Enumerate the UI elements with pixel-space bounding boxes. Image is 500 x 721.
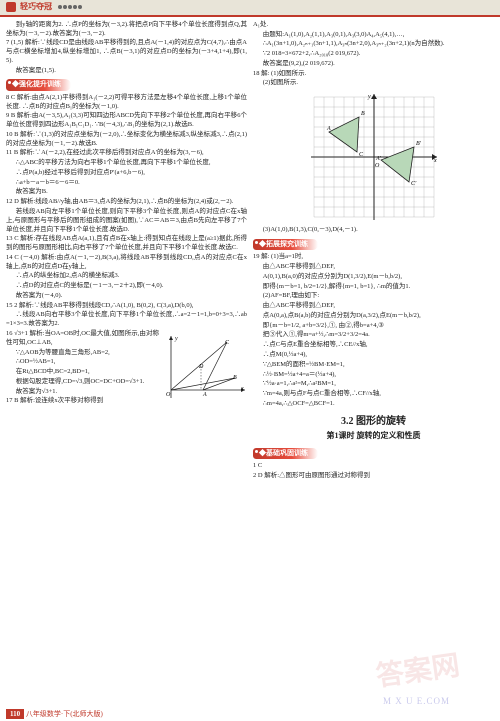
text-line: ∴线段AB向右平移3个单位长度,向下平移1个单位长度,∴a=2－1=1,b=0+… [6, 311, 247, 329]
svg-text:C′: C′ [411, 181, 417, 187]
text-line: 到y轴的距离为2. ∴点P的坐标为(－3,2).将把点P向下平移4个单位长度得到… [6, 21, 247, 39]
text-line: 由△ABC平移得到△DEF, [253, 302, 494, 311]
svg-text:B: B [233, 375, 237, 381]
svg-text:C: C [225, 340, 230, 346]
text-line: 19 解: (1)当a=1时, [253, 253, 494, 262]
right-column: A₁处. 由题知:A₁(1,0),A₂(1,1),A₃(0,1),A₃(3,0)… [253, 20, 494, 482]
section-banner-basics: ◆基础巩固训练 [253, 448, 318, 459]
text-line: ∴a+b－a－b＝6－6＝0. [6, 179, 247, 188]
text-line: ∵△BEM的面积=½BM·EM=1, [253, 361, 494, 370]
book-title: 八年级数学·下(北师大版) [26, 710, 103, 718]
section-banner-enhance: ◆强化提升训练 [6, 79, 71, 90]
svg-text:O: O [375, 163, 380, 169]
text-line: 由△ABC平移得到△DEF, [253, 263, 494, 272]
content-columns: 到y轴的距离为2. ∴点P的坐标为(－3,2).将把点P向下平移4个单位长度得到… [0, 17, 500, 484]
svg-text:A′: A′ [375, 156, 382, 162]
text-line: 故答案为(－4,0). [6, 292, 247, 301]
text-line: 即得{m－b=1, b/2=1/2},解得{m=1, b=1}, ∴m的值为1. [253, 283, 494, 292]
page-header: 轻巧夺冠 [0, 0, 500, 17]
svg-text:y: y [174, 336, 178, 342]
lesson-title: 第1课时 旋转的定义和性质 [253, 431, 494, 442]
page-number: 110 [6, 709, 24, 719]
watermark-url: M X U E.COM [383, 695, 450, 707]
text-line: ∴点D的对应点C的坐标是(－1－3,－2＋2),即(－4,0). [6, 282, 247, 291]
section-banner-explore: ◆拓展探究训练 [253, 239, 318, 250]
svg-text:A: A [202, 392, 207, 398]
text-line: ∵m=4a,则与点F与点C重合相等,∴CF//x轴, [253, 390, 494, 399]
page-footer: 110 八年级数学·下(北师大版) [6, 710, 494, 719]
text-line: ∵2 018=3×672+2,∴A₂₀₁₈(2 019,672). [253, 50, 494, 59]
text-line: 故答案是(1,5). [6, 67, 247, 76]
left-column: 到y轴的距离为2. ∴点P的坐标为(－3,2).将把点P向下平移4个单位长度得到… [6, 20, 247, 482]
text-line: ∴点C与点E重合坐标相等,∴CE//x轴, [253, 341, 494, 350]
svg-text:x: x [240, 386, 244, 392]
text-line: 8 C 解析:由点A(2,1)平移得到A₁(－2,2)可得平移方法是左移4个单位… [6, 94, 247, 112]
mini-coordinate-figure: y C D B O Ax [163, 332, 247, 402]
svg-text:B′: B′ [416, 141, 422, 147]
text-line: (2)如图所示. [253, 79, 494, 88]
text-line: 即{m－b=1/2, a+b=3/2},①, 由②,得b=a+4,③ [253, 322, 494, 331]
text-line: 13 C 解析:存在线段AB点A(a,1),且有点B在x轴上:得到知点在线段上是… [6, 235, 247, 253]
text-line: 12 D 解析:线段AB//y轴,由AB＝3,点A的坐标为(2,1),∴点B的坐… [6, 198, 247, 207]
text-line: 14 C (－4,0) 解析:由点A(－1,－2),B(3,a),将线段AB平移… [6, 254, 247, 272]
svg-text:A: A [326, 126, 331, 132]
svg-text:O: O [166, 392, 171, 398]
text-line: ∴△ABC的平移方法为向右平移1个单位长度,再向下平移1个单位长度, [6, 159, 247, 168]
coordinate-grid-figure: ABCA′B′C′Oxy [309, 92, 439, 222]
text-line: 故答案为B. [6, 188, 247, 197]
header-dots [58, 5, 82, 9]
text-line: ∴½·BM=½a+4=a＝(½a+4), [253, 371, 494, 380]
text-line: 把③代入①,得m=a+½,∴m=3/2+3/2=4a. [253, 331, 494, 340]
text-line: A₁处. [253, 21, 494, 30]
text-line: ∴点P(a,b)经过平移后得到对应点P′(a+6,b－6), [6, 169, 247, 178]
text-line: 1 C [253, 462, 494, 471]
text-line: 2 D 解析:△图形可由原图形通过对称得到 [253, 472, 494, 481]
text-line: (3)A(1,0),B(1,3),C(0,－3),D(4,－1). [253, 226, 494, 235]
text-line: A(0,1),B(a,0)的对应点分别为D(1,3/2),E(m－b,b/2), [253, 273, 494, 282]
text-line: 18 解: (1)如图所示. [253, 70, 494, 79]
svg-text:B: B [361, 111, 365, 117]
text-line: 11 B 解析:∵A(－2,2),在经过此次平移后得到对应点A′的坐标为(3,－… [6, 149, 247, 158]
text-line: ∴m=4a,∴△OCF=△BCF=1. [253, 400, 494, 409]
text-line: 由题知:A₁(1,0),A₂(1,1),A₃(0,1),A₃(3,0)A₄,A₅… [253, 31, 494, 40]
text-line: 10 B 解析:∵(1,3)的对应点坐标为(－2,0),∴坐标变化为横坐标减3,… [6, 131, 247, 149]
brand-title: 轻巧夺冠 [20, 2, 52, 13]
text-line: 若线段AB向左平移1个单位长度,则向下平移3个单位长度,则点A的对应点C在x轴上… [6, 208, 247, 234]
svg-text:D: D [198, 364, 204, 370]
svg-text:y: y [367, 94, 371, 100]
text-line: ∴点M(0,½a+4), [253, 351, 494, 360]
text-line: 15 2 解析:∵线段AB平移得到线段CD,∴A(1,0), B(0,2), C… [6, 302, 247, 311]
text-line: 9 B 解析:由A(－3,5),A₁(3,3)可知四边形ABCD先向下平移2个单… [6, 112, 247, 130]
text-line: 故答案是(9,2),(2 019,672). [253, 60, 494, 69]
text-line: (2)AF=BF,理由如下: [253, 292, 494, 301]
chapter-title: 3.2 图形的旋转 [253, 415, 494, 429]
text-line: ∴点A的纵坐标加2,点A的横坐标减3. [6, 272, 247, 281]
watermark: 答案网 [374, 648, 462, 697]
text-line: 7 (1,5) 解析:∵线段CD是由线段AB平移得到的,且点A(－1,4)的对应… [6, 39, 247, 65]
text-line: ∴A₁(3n+1,0),A₂ₙ₊₁(3n+1,1),A₃ₙ(3n+2,0),A₃… [253, 40, 494, 49]
svg-text:x: x [433, 158, 437, 164]
text-line: 点A(0,a),点B(a,b)的对应点分别为D(a,3/2),点E(m－b,b/… [253, 312, 494, 321]
text-line: ∵½a·a=1,∴a²=M,∴a²BM=1, [253, 380, 494, 389]
brand-icon [6, 2, 16, 12]
